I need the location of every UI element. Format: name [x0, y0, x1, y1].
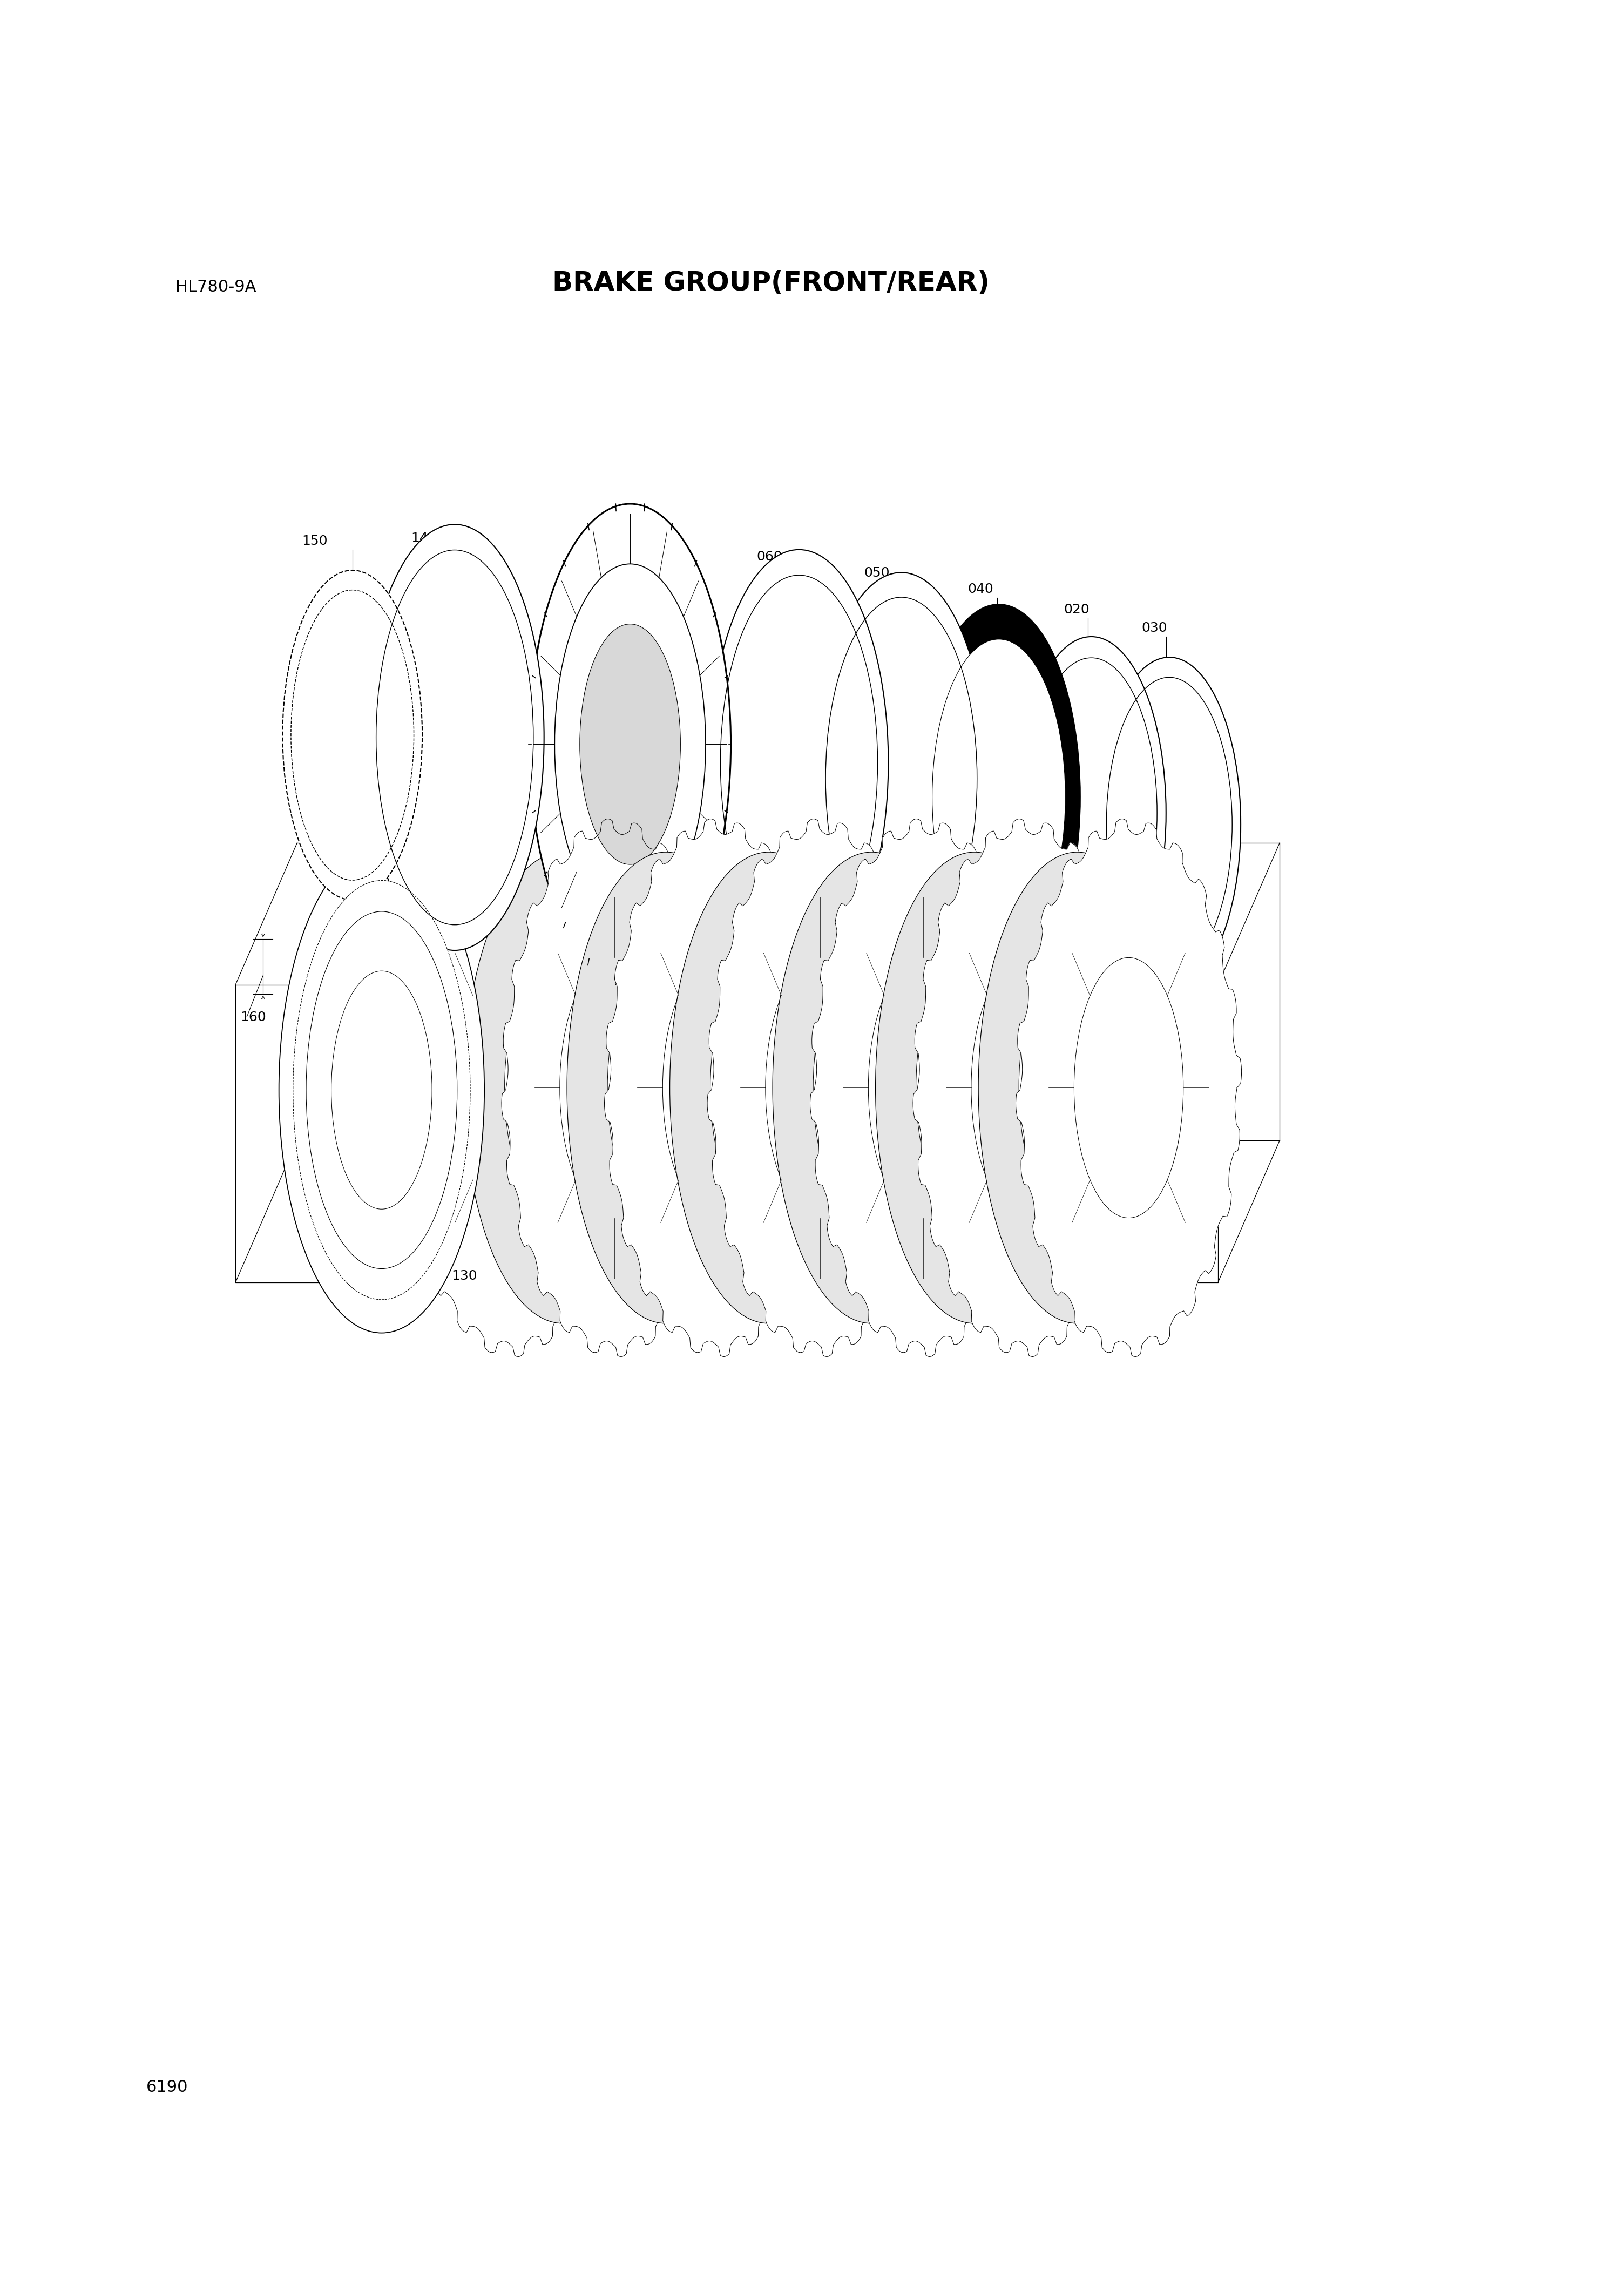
- Ellipse shape: [279, 847, 484, 1333]
- Ellipse shape: [305, 911, 458, 1269]
- Text: 090: 090: [690, 1205, 716, 1218]
- Ellipse shape: [814, 948, 931, 1227]
- Ellipse shape: [1098, 657, 1241, 992]
- Ellipse shape: [869, 957, 978, 1218]
- Text: 020: 020: [1064, 602, 1090, 616]
- Ellipse shape: [560, 957, 669, 1218]
- Ellipse shape: [1018, 948, 1135, 1227]
- Ellipse shape: [971, 957, 1080, 1218]
- Text: 150: 150: [302, 534, 328, 547]
- Text: 100: 100: [682, 840, 708, 854]
- Ellipse shape: [663, 957, 771, 1218]
- Ellipse shape: [567, 852, 765, 1324]
- Ellipse shape: [918, 605, 1080, 989]
- Polygon shape: [1017, 820, 1241, 1356]
- Ellipse shape: [932, 639, 1065, 955]
- Text: 040: 040: [968, 582, 994, 595]
- Text: 6190: 6190: [146, 2079, 188, 2095]
- Ellipse shape: [331, 971, 432, 1209]
- Polygon shape: [604, 820, 830, 1356]
- Ellipse shape: [1073, 957, 1184, 1218]
- Ellipse shape: [710, 550, 888, 976]
- Ellipse shape: [773, 852, 971, 1324]
- Ellipse shape: [580, 623, 680, 863]
- Ellipse shape: [765, 957, 875, 1218]
- Polygon shape: [400, 820, 624, 1356]
- Text: BRAKE GROUP(FRONT/REAR): BRAKE GROUP(FRONT/REAR): [552, 270, 989, 295]
- Ellipse shape: [1017, 637, 1166, 989]
- Ellipse shape: [554, 563, 706, 925]
- Text: 140: 140: [411, 531, 437, 545]
- Polygon shape: [708, 820, 932, 1356]
- Ellipse shape: [529, 504, 731, 985]
- Text: 160: 160: [240, 1010, 266, 1024]
- Text: 070: 070: [338, 852, 364, 866]
- Ellipse shape: [456, 957, 567, 1218]
- Ellipse shape: [283, 570, 422, 900]
- Polygon shape: [810, 820, 1036, 1356]
- Ellipse shape: [978, 852, 1176, 1324]
- Text: HL780-9A: HL780-9A: [175, 279, 257, 295]
- Ellipse shape: [710, 948, 827, 1227]
- Ellipse shape: [464, 852, 663, 1324]
- Ellipse shape: [815, 572, 987, 985]
- Ellipse shape: [292, 879, 471, 1301]
- Ellipse shape: [505, 948, 622, 1227]
- Text: 030: 030: [1142, 621, 1168, 634]
- Text: 060: 060: [757, 550, 783, 563]
- Ellipse shape: [916, 948, 1033, 1227]
- Ellipse shape: [365, 524, 544, 950]
- Text: 010: 010: [585, 536, 611, 550]
- Ellipse shape: [607, 948, 724, 1227]
- Text: 130: 130: [451, 1269, 477, 1282]
- Text: 050: 050: [864, 566, 890, 579]
- Polygon shape: [502, 820, 728, 1356]
- Polygon shape: [913, 820, 1138, 1356]
- Ellipse shape: [669, 852, 867, 1324]
- Ellipse shape: [875, 852, 1073, 1324]
